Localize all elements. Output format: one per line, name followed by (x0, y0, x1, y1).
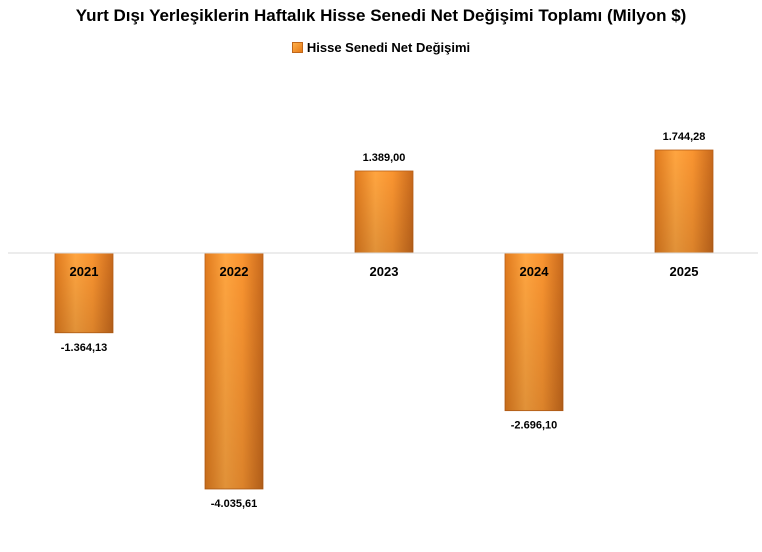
category-label-2024: 2024 (520, 264, 550, 279)
bars-layer (54, 149, 714, 490)
category-label-2025: 2025 (670, 264, 699, 279)
legend: Hisse Senedi Net Değişimi (0, 40, 762, 55)
legend-swatch (291, 42, 303, 53)
chart-title: Yurt Dışı Yerleşiklerin Haftalık Hisse S… (75, 6, 687, 25)
data-label-2022: -4.035,61 (211, 498, 257, 510)
data-label-2024: -2.696,10 (511, 420, 557, 432)
data-label-2021: -1.364,13 (61, 342, 107, 354)
bar-shade (205, 253, 263, 489)
bar-2022 (204, 252, 264, 490)
bar-2024 (504, 252, 564, 412)
category-label-2022: 2022 (220, 264, 249, 279)
data-label-2023: 1.389,00 (363, 152, 406, 164)
bar-shade (355, 170, 413, 253)
bar-2025 (654, 149, 714, 254)
bar-2023 (354, 170, 414, 254)
bar-shade (655, 150, 713, 253)
category-label-2021: 2021 (70, 264, 99, 279)
bar-2021 (54, 252, 114, 334)
data-label-2025: 1.744,28 (663, 131, 706, 143)
legend-label: Hisse Senedi Net Değişimi (306, 40, 471, 55)
bar-shade (55, 253, 113, 333)
category-label-2023: 2023 (370, 264, 399, 279)
labels-layer: 2021 -1.364,13 2022 -4.035,61 2023 1.389,00 20… (61, 131, 706, 510)
bar-shade (505, 253, 563, 411)
